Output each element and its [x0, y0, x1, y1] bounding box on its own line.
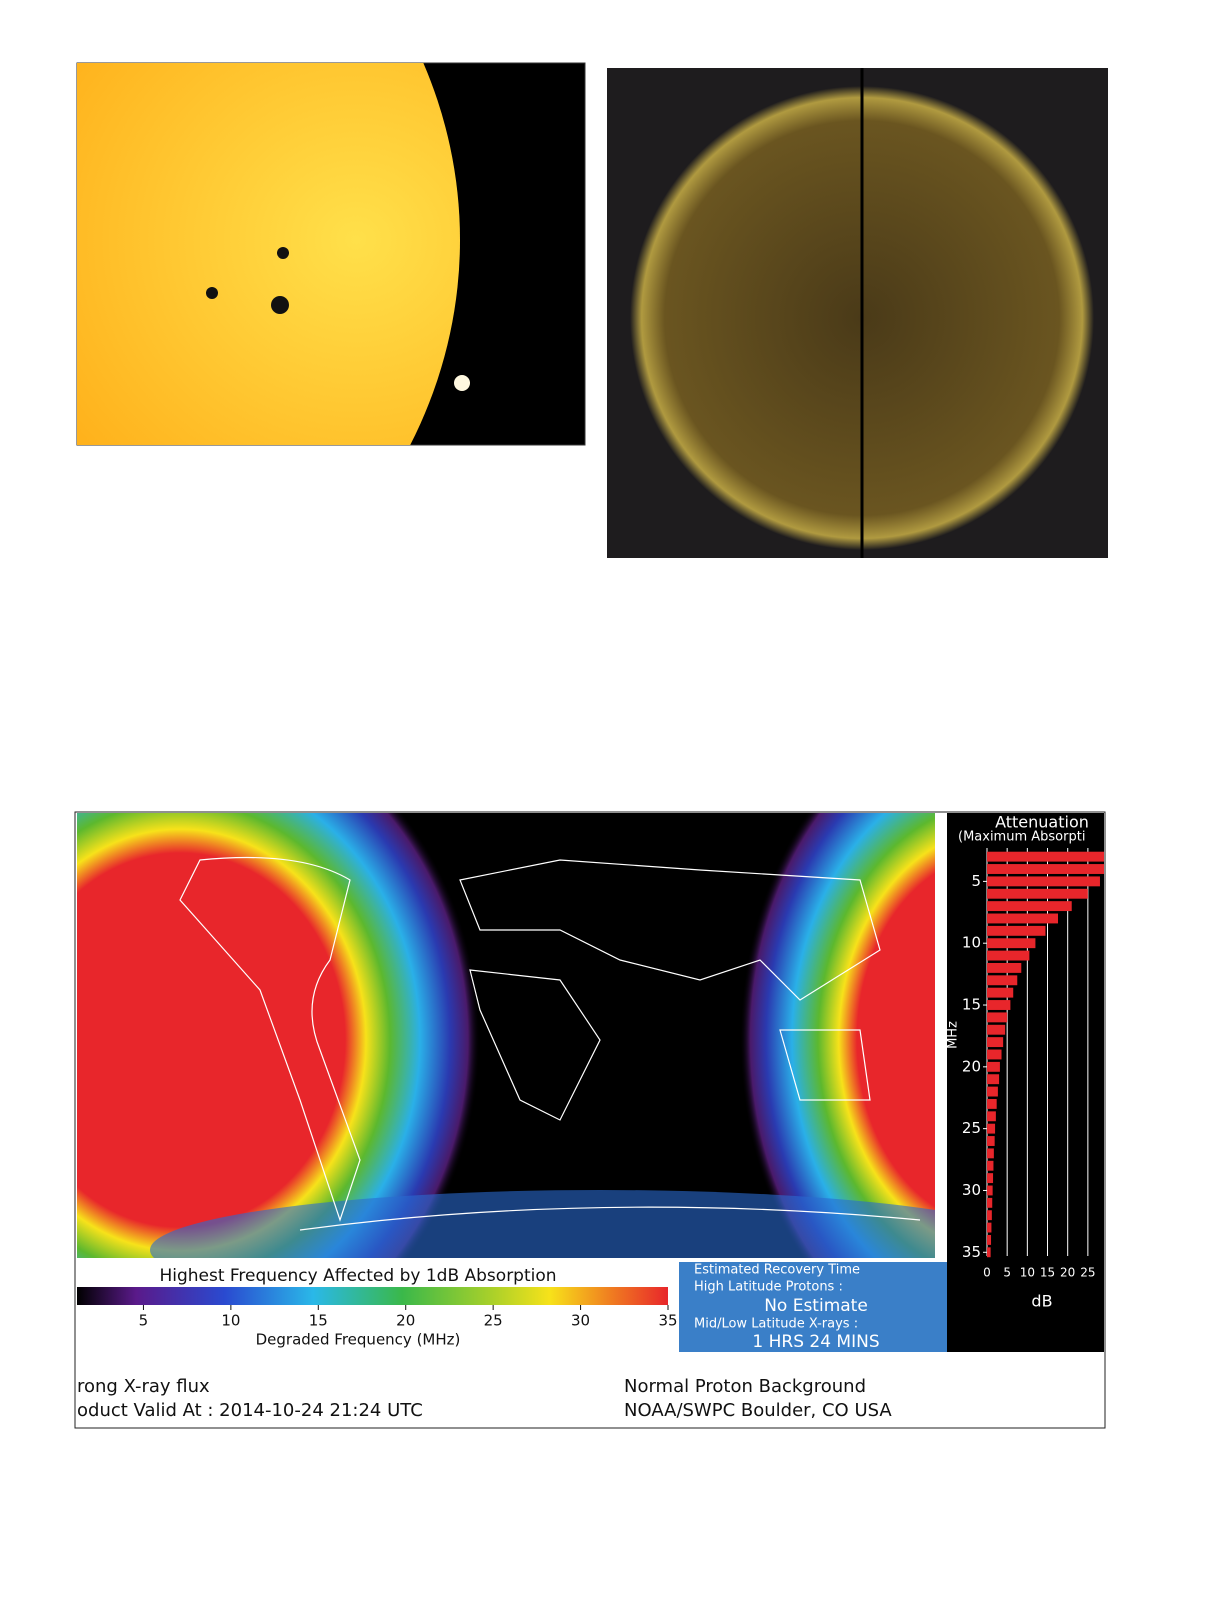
- colorbar-title: Highest Frequency Affected by 1dB Absorp…: [159, 1266, 556, 1286]
- bar: [987, 925, 1046, 936]
- bar: [987, 1037, 1004, 1048]
- attenuation-ylabel: MHz: [946, 1021, 961, 1049]
- bar: [987, 1210, 992, 1221]
- bar: [987, 1111, 996, 1122]
- recovery-value: 1 HRS 24 MINS: [752, 1332, 879, 1352]
- x-tick-label: 10: [1020, 1266, 1035, 1280]
- recovery-line: High Latitude Protons :: [694, 1280, 843, 1295]
- attenuation-title: Attenuation: [995, 813, 1089, 832]
- colorbar-tick-label: 30: [571, 1312, 590, 1330]
- bar: [987, 1049, 1002, 1060]
- colorbar-tick-label: 15: [309, 1312, 328, 1330]
- x-tick-label: 25: [1080, 1266, 1095, 1280]
- colorbar-ticks: 5 10 15 20 25 30 35: [139, 1305, 678, 1330]
- colorbar-tick-label: 35: [658, 1312, 677, 1330]
- bar: [987, 1123, 996, 1134]
- footer-text: oduct Valid At : 2014-10-24 21:24 UTC: [77, 1400, 423, 1421]
- y-tick-label: 35: [962, 1243, 981, 1261]
- recovery-line: Mid/Low Latitude X-rays :: [694, 1317, 858, 1332]
- bar: [987, 901, 1072, 912]
- colorbar-tick-label: 5: [139, 1312, 149, 1330]
- bar: [987, 1160, 994, 1171]
- bar: [987, 1234, 992, 1245]
- bar: [987, 888, 1088, 899]
- y-tick-label: 20: [962, 1057, 981, 1075]
- recovery-value: No Estimate: [764, 1296, 868, 1316]
- bar: [987, 1247, 991, 1258]
- attenuation-xlabel: dB: [1031, 1292, 1052, 1311]
- y-tick-label: 25: [962, 1119, 981, 1137]
- colorbar-label: Degraded Frequency (MHz): [256, 1331, 461, 1349]
- x-tick-label: 20: [1060, 1266, 1075, 1280]
- x-tick-label: 5: [1003, 1266, 1011, 1280]
- bar: [987, 987, 1014, 998]
- bar: [987, 1197, 993, 1208]
- y-tick-label: 30: [962, 1181, 981, 1199]
- colorbar-tick-label: 25: [484, 1312, 503, 1330]
- bar: [987, 876, 1100, 887]
- attenuation-subtitle: (Maximum Absorpti: [958, 830, 1085, 845]
- solar-image-1: [76, 62, 586, 446]
- bar: [987, 950, 1030, 961]
- bar: [987, 851, 1104, 862]
- bar: [987, 1074, 1000, 1085]
- absorption-zones: [77, 813, 935, 1258]
- recovery-box: [679, 1262, 947, 1352]
- bar: [987, 1012, 1008, 1023]
- bar: [987, 1000, 1011, 1010]
- bar: [987, 1148, 994, 1159]
- y-tick-label: 5: [971, 872, 981, 890]
- colorbar-tick-label: 20: [396, 1312, 415, 1330]
- coastlines: [179, 856, 921, 1231]
- solar-image-2: [607, 68, 1108, 558]
- bar: [987, 1086, 998, 1097]
- colorbar-tick-label: 10: [221, 1312, 240, 1330]
- colorbar: [77, 1287, 668, 1305]
- bar: [987, 1061, 1000, 1072]
- bar: [987, 913, 1059, 924]
- bar: [987, 1185, 993, 1196]
- x-tick-label: 0: [983, 1266, 991, 1280]
- footer-text: NOAA/SWPC Boulder, CO USA: [624, 1400, 892, 1421]
- y-tick-label: 15: [962, 996, 981, 1014]
- footer-text: rong X-ray flux: [77, 1376, 210, 1397]
- bar: [987, 938, 1036, 949]
- bar: [987, 864, 1104, 874]
- bar: [987, 1222, 992, 1233]
- recovery-title: Estimated Recovery Time: [694, 1263, 860, 1278]
- bar: [987, 962, 1022, 973]
- y-tick-label: 10: [962, 934, 981, 952]
- footer-text: Normal Proton Background: [624, 1376, 866, 1397]
- bar: [987, 1024, 1006, 1035]
- bar: [987, 975, 1018, 986]
- bar: [987, 1136, 995, 1146]
- bar: [987, 1173, 994, 1184]
- bar: [987, 1098, 997, 1109]
- x-tick-label: 15: [1040, 1266, 1055, 1280]
